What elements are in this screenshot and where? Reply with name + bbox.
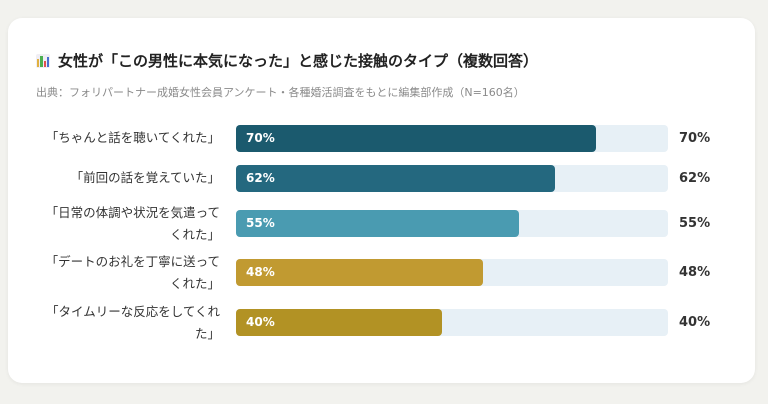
bar-value-label: 55% (246, 216, 275, 230)
bar-value-label: 48% (246, 265, 275, 279)
bar-track: 40% (236, 309, 668, 336)
bar: 40% (236, 309, 442, 336)
bar-value-label: 62% (246, 171, 275, 185)
bar: 55% (236, 210, 519, 237)
category-label: 「前回の話を覚えていた」 (70, 170, 220, 185)
bar-track: 70% (236, 125, 668, 152)
bar-value-label: 70% (246, 131, 275, 145)
value-label: 55% (679, 216, 711, 231)
title-text: 女性が「この男性に本気になった」と感じた接触のタイプ（複数回答） (58, 52, 539, 70)
category-label: 「タイムリーな反応をしてくれ た」 (45, 304, 220, 341)
bar-chart-icon (36, 53, 50, 68)
category-label: 「デートのお礼を丁寧に送って くれた」 (45, 254, 220, 291)
bar-track: 55% (236, 210, 668, 237)
bar: 62% (236, 165, 555, 192)
value-label: 70% (679, 131, 711, 146)
chart-subtitle: 出典：フォリパートナー成婚女性会員アンケート・各種婚活調査をもとに編集部作成（N… (36, 86, 525, 99)
category-label: 「日常の体調や状況を気遣って くれた」 (45, 205, 220, 242)
value-label: 48% (679, 265, 711, 280)
bar-track: 62% (236, 165, 668, 192)
value-label: 40% (679, 315, 711, 330)
value-label: 62% (679, 171, 711, 186)
bar-track: 48% (236, 259, 668, 286)
bar: 70% (236, 125, 596, 152)
chart-title: 女性が「この男性に本気になった」と感じた接触のタイプ（複数回答） (36, 50, 538, 71)
category-label: 「ちゃんと話を聴いてくれた」 (45, 130, 220, 145)
bar: 48% (236, 259, 483, 286)
bar-value-label: 40% (246, 315, 275, 329)
